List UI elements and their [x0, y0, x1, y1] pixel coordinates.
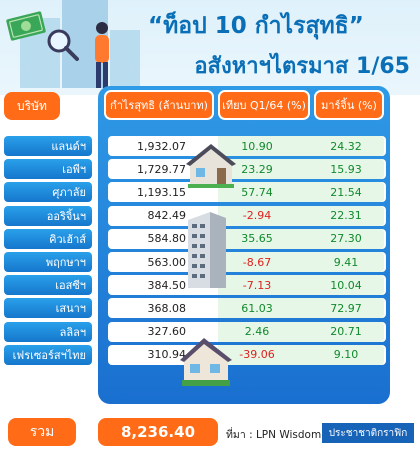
- company-name: เฟรเซอร์สฯไทย: [4, 344, 92, 365]
- company-name: ออริจิ้นฯ: [4, 205, 92, 226]
- title-line-2: อสังหาฯไตรมาส 1/65: [194, 54, 410, 79]
- person-illustration: [86, 20, 116, 92]
- net-profit-value: 1,729.77: [137, 162, 186, 176]
- yoy-change-value: 2.46: [244, 325, 270, 339]
- net-profit-value: 1,932.07: [137, 139, 186, 153]
- net-profit-value: 327.60: [147, 325, 187, 339]
- magnifier-icon: [46, 28, 80, 62]
- company-name: คิวเฮ้าส์: [4, 228, 92, 249]
- row-highlight: [218, 321, 384, 342]
- table-row: เอสซีฯ 384.50 -7.13 10.04: [4, 275, 400, 296]
- margin-value: 22.31: [330, 209, 362, 223]
- row-highlight: [218, 252, 384, 272]
- yoy-change-value: 57.74: [241, 185, 273, 199]
- margin-value: 9.41: [333, 255, 359, 269]
- margin-value: 9.10: [333, 348, 359, 362]
- company-name: เสนาฯ: [4, 298, 92, 319]
- row-highlight: [218, 298, 384, 319]
- company-name: เอสซีฯ: [4, 275, 92, 296]
- table-row: ลลิลฯ 327.60 2.46 20.71: [4, 321, 400, 342]
- net-profit-value: 1,193.15: [137, 185, 186, 199]
- row-highlight: [218, 136, 384, 156]
- row-highlight: [218, 275, 384, 296]
- yoy-column-header: เทียบ Q1/64 (%): [218, 90, 310, 120]
- net-profit-value: 842.49: [147, 209, 187, 223]
- net-profit-value: 584.80: [147, 232, 187, 246]
- house-icon: [180, 334, 232, 386]
- margin-value: 20.71: [330, 325, 362, 339]
- profit-column-header: กำไรสุทธิ (ล้านบาท): [104, 90, 214, 120]
- condo-building-icon: [184, 212, 230, 290]
- table-row: คิวเฮ้าส์ 584.80 35.65 27.30: [4, 228, 400, 249]
- company-column-header: บริษัท: [4, 92, 60, 120]
- net-profit-value: 310.94: [147, 348, 187, 362]
- margin-value: 21.54: [330, 185, 362, 199]
- company-name: พฤกษาฯ: [4, 252, 92, 272]
- margin-value: 24.32: [330, 139, 362, 153]
- source-note: ที่มา : LPN Wisdom: [226, 429, 322, 441]
- row-highlight: [218, 205, 384, 226]
- brand-logo: ประชาชาติกราฟิก: [322, 423, 414, 443]
- yoy-change-value: 35.65: [241, 232, 273, 246]
- house-icon: [186, 138, 236, 188]
- margin-value: 27.30: [330, 232, 362, 246]
- net-profit-value: 563.00: [147, 255, 187, 269]
- table-row: เสนาฯ 368.08 61.03 72.97: [4, 298, 400, 319]
- yoy-change-value: 10.90: [241, 139, 273, 153]
- margin-column-header: มาร์จิ้น (%): [314, 90, 384, 120]
- margin-value: 72.97: [330, 301, 362, 315]
- company-name: แลนด์ฯ: [4, 136, 92, 156]
- yoy-change-value: 23.29: [241, 162, 273, 176]
- row-highlight: [218, 182, 384, 203]
- row-highlight: [218, 159, 384, 180]
- company-name: ศุภาลัย: [4, 182, 92, 203]
- total-label: รวม: [8, 418, 76, 446]
- table-row: เอพีฯ 1,729.77 23.29 15.93: [4, 159, 400, 180]
- total-value: 8,236.40: [98, 418, 218, 446]
- net-profit-value: 384.50: [147, 278, 187, 292]
- table-row: เฟรเซอร์สฯไทย 310.94 -39.06 9.10: [4, 344, 400, 365]
- money-icon: [3, 8, 49, 45]
- row-highlight: [218, 228, 384, 249]
- yoy-change-value: -8.67: [242, 255, 272, 269]
- margin-value: 10.04: [330, 278, 362, 292]
- table-row: พฤกษาฯ 563.00 -8.67 9.41: [4, 252, 400, 272]
- net-profit-value: 368.08: [147, 301, 187, 315]
- margin-value: 15.93: [330, 162, 362, 176]
- table-row: แลนด์ฯ 1,932.07 10.90 24.32: [4, 136, 400, 156]
- yoy-change-value: -39.06: [239, 348, 275, 362]
- title-line-1: “ท็อป 10 กำไรสุทธิ”: [148, 13, 364, 39]
- yoy-change-value: -7.13: [242, 278, 272, 292]
- yoy-change-value: 61.03: [241, 301, 273, 315]
- background-building: [110, 30, 140, 88]
- row-highlight: [218, 344, 384, 365]
- table-row: ศุภาลัย 1,193.15 57.74 21.54: [4, 182, 400, 203]
- company-name: ลลิลฯ: [4, 321, 92, 342]
- company-name: เอพีฯ: [4, 159, 92, 180]
- yoy-change-value: -2.94: [242, 209, 272, 223]
- table-row: ออริจิ้นฯ 842.49 -2.94 22.31: [4, 205, 400, 226]
